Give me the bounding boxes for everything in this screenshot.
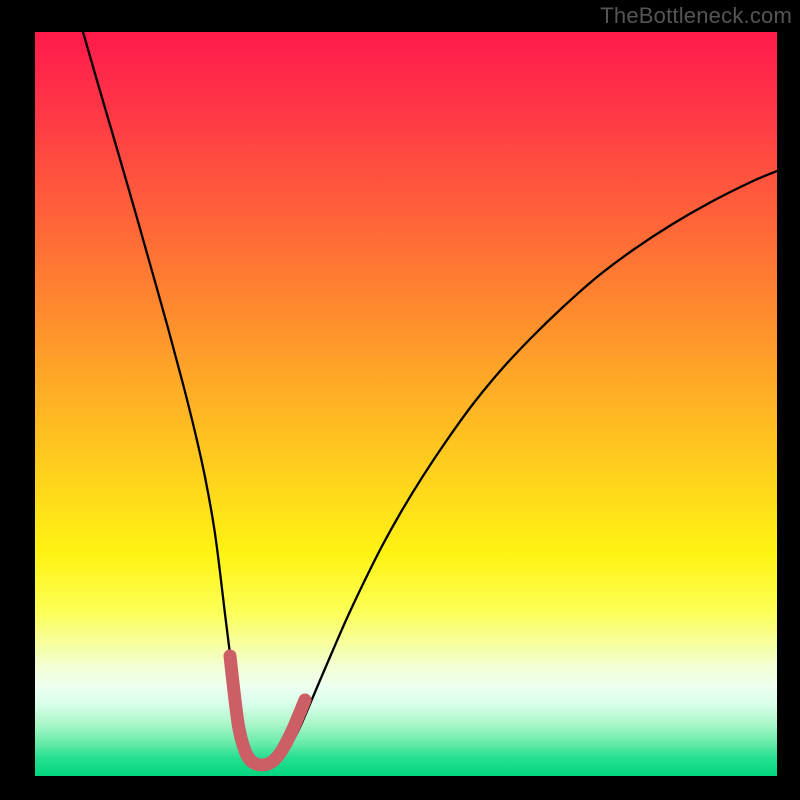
chart-frame: TheBottleneck.com: [0, 0, 800, 800]
chart-svg: [35, 32, 777, 776]
chart-background: [35, 32, 777, 776]
bottleneck-chart: [35, 32, 777, 776]
watermark-text: TheBottleneck.com: [600, 3, 792, 29]
